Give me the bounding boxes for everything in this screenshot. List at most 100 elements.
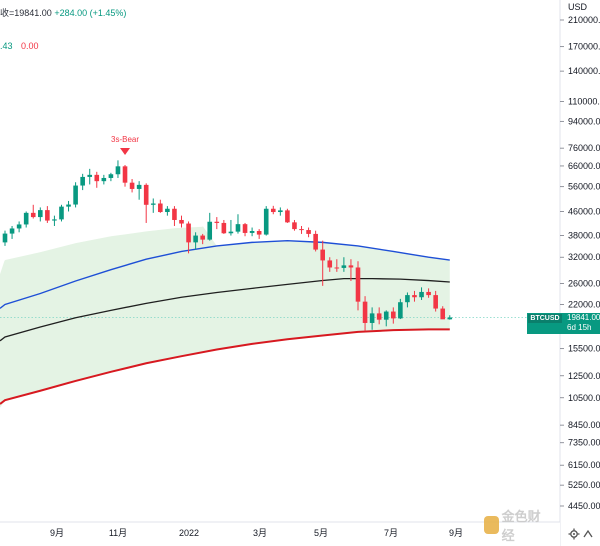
candle-body — [313, 233, 318, 250]
candle — [129, 179, 135, 193]
candle-body — [398, 302, 403, 319]
settings-gear-icon[interactable] — [568, 528, 580, 540]
price-tick-label: 210000.00 — [568, 15, 600, 25]
ma-line-black — [0, 278, 450, 342]
ma-line-blue — [0, 239, 450, 309]
candle — [30, 204, 36, 219]
candle — [59, 204, 64, 222]
candle — [270, 205, 276, 215]
candle-body — [256, 231, 262, 235]
candle — [165, 206, 170, 216]
candle-body — [447, 317, 453, 320]
candle — [320, 240, 325, 286]
candle-body — [108, 174, 114, 178]
candle-body — [186, 223, 191, 243]
time-axis: 9月 11月 2022 3月 5月 7月 9月 — [0, 521, 560, 546]
candle — [419, 287, 424, 300]
candle-body — [270, 208, 276, 213]
candle — [292, 219, 297, 231]
ohlc-header: 收=19841.00 +284.00 (+1.45%) — [0, 6, 126, 19]
price-axis: USD 210000.00 170000.00 140000.00 110000.00 9… — [559, 0, 600, 546]
candle — [108, 172, 114, 182]
price-tick-label: 15500.00 — [568, 344, 600, 354]
candle — [150, 198, 156, 213]
symbol-label: BTCUSD — [528, 314, 562, 323]
candle-body — [320, 249, 325, 261]
candle-body — [193, 235, 198, 243]
watermark: 金色财经 — [484, 509, 544, 543]
candle-body — [207, 221, 213, 240]
time-tick-label: 9月 — [449, 528, 463, 538]
candle-body — [235, 224, 241, 232]
price-tick-label: 46000.00 — [568, 206, 600, 216]
candle-body — [136, 184, 142, 189]
candle — [101, 174, 107, 185]
time-tick-label: 3月 — [253, 528, 267, 538]
candle-body — [376, 313, 382, 320]
candle — [9, 225, 15, 239]
watermark-text: 金色财经 — [501, 509, 541, 543]
auto-scale-icon[interactable] — [582, 528, 594, 540]
candle — [341, 257, 347, 272]
candle — [391, 307, 396, 324]
candle — [73, 182, 78, 208]
band-fill — [0, 225, 450, 408]
price-tick-label: 140000.00 — [568, 66, 600, 76]
price-tick-label: 4450.00 — [568, 501, 600, 511]
candle-body — [306, 230, 311, 234]
candle-body — [299, 229, 304, 231]
bar-countdown: 6d 15h — [567, 323, 592, 332]
candle — [143, 183, 149, 223]
candle — [327, 257, 333, 272]
signal-down-arrow-icon — [120, 147, 131, 155]
header-close-label: 收 — [0, 8, 10, 18]
price-tick-label: 12500.00 — [568, 371, 600, 381]
candle — [66, 200, 71, 212]
price-tick-label: 170000.00 — [568, 42, 600, 52]
candle-body — [94, 174, 100, 182]
candle — [334, 259, 340, 272]
candle-body — [228, 231, 234, 234]
candle-body — [334, 267, 340, 269]
candle — [398, 298, 403, 320]
candle — [136, 181, 142, 200]
price-tick-label: 5250.00 — [568, 480, 600, 490]
candle — [23, 211, 29, 228]
candle — [94, 171, 100, 188]
candle — [235, 214, 241, 234]
candle — [426, 288, 431, 298]
candle-body — [405, 295, 410, 303]
candle — [80, 173, 85, 191]
price-tick-label: 66000.00 — [568, 161, 600, 171]
candle-body — [30, 212, 36, 218]
watermark-logo-icon — [484, 516, 499, 534]
candle — [214, 217, 220, 230]
candle-body — [80, 176, 85, 186]
candle-body — [391, 311, 396, 319]
candle-body — [9, 228, 15, 234]
candle — [355, 261, 361, 311]
candle — [115, 160, 121, 178]
candle — [38, 207, 43, 222]
candle-body — [355, 267, 361, 302]
indicator-header: .43 0.00 — [0, 41, 39, 51]
candle — [200, 233, 205, 245]
candle — [263, 206, 269, 236]
signal-label: 3s-Bear — [111, 135, 139, 144]
candle — [122, 164, 128, 187]
price-tick-label: 110000.00 — [568, 97, 600, 107]
price-tick-label: 94000.00 — [568, 116, 600, 126]
candle-body — [143, 184, 149, 205]
candle — [412, 290, 417, 302]
candle — [193, 232, 198, 250]
ma-line-red — [0, 328, 450, 405]
candle-body — [327, 260, 333, 268]
candle — [278, 207, 283, 216]
price-tick-label: 22000.00 — [568, 299, 600, 309]
indicator-value-green: .43 — [0, 41, 13, 51]
candle-body — [165, 208, 170, 213]
candle-body — [172, 208, 177, 220]
candle-body — [23, 212, 29, 225]
price-tick-label: 32000.00 — [568, 252, 600, 262]
